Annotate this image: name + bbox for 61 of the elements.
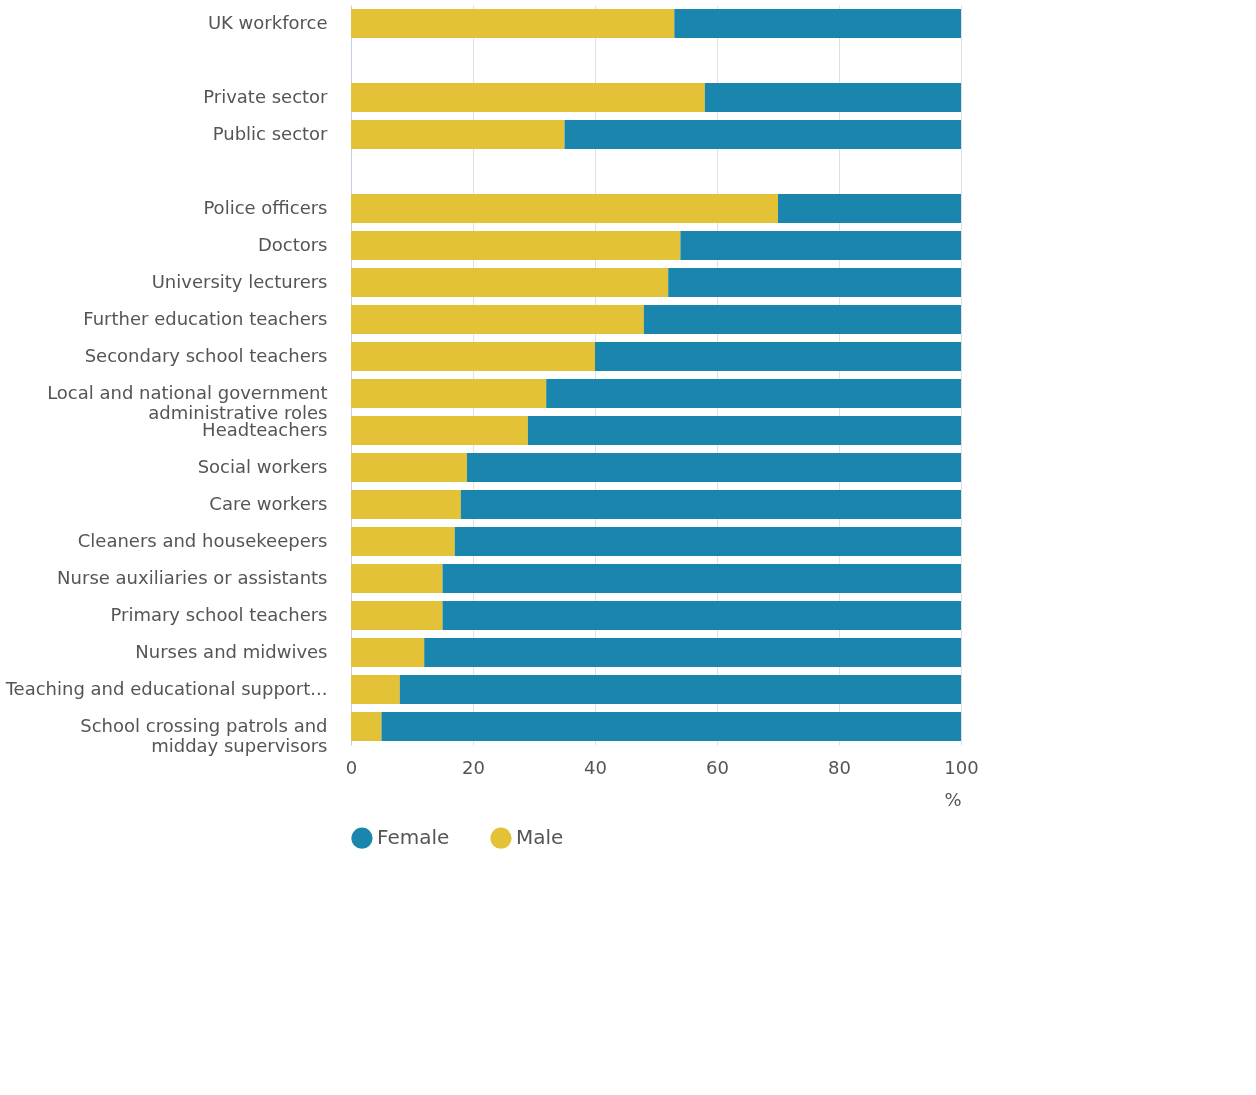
y-tick-label: Social workers [197,455,328,477]
bar [668,268,961,297]
bar [680,231,961,260]
x-tick-label: 40 [584,756,607,778]
y-tick-label: Primary school teachers [110,603,328,625]
bar [466,453,961,482]
y-tick-label: Teaching and educational support... [4,677,328,699]
y-tick-label: University lecturers [151,270,328,292]
bar [351,9,675,38]
bar [351,379,547,408]
x-tick-label: 60 [706,756,729,778]
bar [454,527,961,556]
bar [351,231,681,260]
bar [351,638,425,667]
bar [351,342,595,371]
y-tick-label: Cleaners and housekeepers [77,529,328,551]
y-tick-label: School crossing patrols and midday supervisors [80,714,328,756]
bar [351,490,461,519]
bar [351,416,528,445]
y-tick-label: Care workers [209,492,328,514]
bar [399,675,961,704]
bar [778,194,961,223]
bar [351,120,565,149]
y-tick-label: UK workforce [207,11,328,33]
x-tick-label: 80 [828,756,851,778]
y-tick-label: Police officers [203,196,328,218]
bar [546,379,961,408]
x-tick-label: 100 [944,756,979,778]
y-tick-label: Nurse auxiliaries or assistants [57,566,328,588]
bar [351,527,455,556]
bar [351,194,778,223]
y-tick-label: Nurses and midwives [135,640,328,662]
bar [643,305,961,334]
legend-label: Male [516,825,564,850]
bar [564,120,961,149]
bar [381,712,961,741]
bar [442,601,961,630]
y-tick-label: Public sector [212,122,329,144]
bar [460,490,961,519]
y-tick-label: Further education teachers [83,307,328,329]
bar [704,83,961,112]
bar [351,564,443,593]
x-axis-title: % [944,788,962,810]
y-tick-label: Doctors [257,233,328,255]
bar [442,564,961,593]
bar [351,453,467,482]
bar [674,9,961,38]
x-tick-label: 20 [462,756,485,778]
bar [351,601,443,630]
bar [351,675,400,704]
bar [351,305,644,334]
bar [424,638,961,667]
y-tick-label: Secondary school teachers [84,344,328,366]
bar [351,83,705,112]
bar [595,342,961,371]
x-tick-label: 0 [345,756,358,778]
bar [527,416,961,445]
y-tick-label: Private sector [203,85,329,107]
legend-label: Female [377,825,450,850]
bar [351,268,669,297]
bar [351,712,382,741]
